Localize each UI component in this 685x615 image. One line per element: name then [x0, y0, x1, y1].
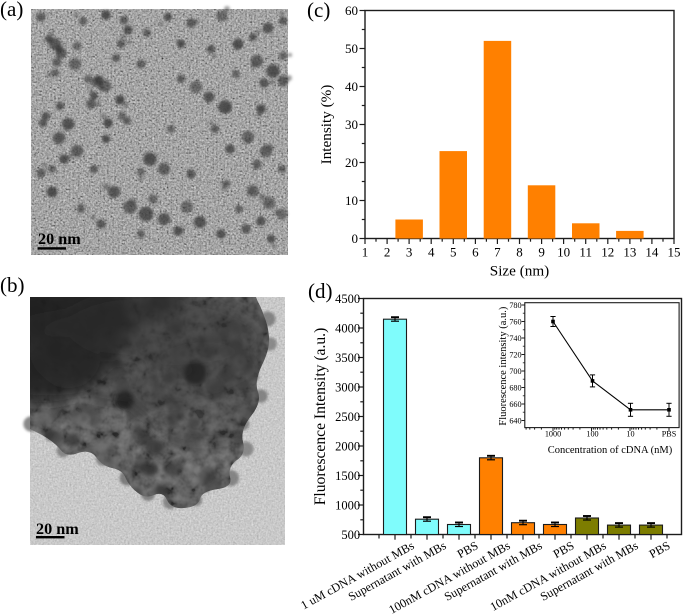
svg-text:40: 40: [345, 79, 358, 94]
svg-text:10: 10: [345, 193, 358, 208]
svg-text:20: 20: [345, 155, 358, 170]
svg-text:660: 660: [509, 400, 521, 409]
svg-text:11: 11: [579, 245, 592, 260]
svg-text:10: 10: [557, 245, 570, 260]
svg-text:PBS: PBS: [662, 429, 677, 438]
svg-text:1000: 1000: [545, 429, 561, 438]
svg-text:4: 4: [428, 245, 435, 260]
svg-text:720: 720: [509, 350, 521, 359]
svg-text:3000: 3000: [335, 380, 360, 394]
svg-text:700: 700: [509, 367, 521, 376]
svg-text:1500: 1500: [335, 469, 360, 483]
svg-text:8: 8: [516, 245, 523, 260]
svg-text:15: 15: [668, 245, 681, 260]
svg-text:4000: 4000: [335, 321, 360, 335]
svg-text:100: 100: [586, 429, 598, 438]
svg-text:640: 640: [509, 416, 521, 425]
svg-text:Fluorescence intensity (a.u.): Fluorescence intensity (a.u.): [498, 306, 509, 425]
svg-text:4500: 4500: [335, 292, 360, 306]
svg-text:6: 6: [472, 245, 479, 260]
svg-text:740: 740: [509, 334, 521, 343]
svg-text:500: 500: [341, 528, 360, 542]
svg-text:Intensity (%): Intensity (%): [318, 85, 335, 165]
svg-text:1000: 1000: [335, 498, 360, 512]
svg-text:5: 5: [450, 245, 457, 260]
svg-text:7: 7: [494, 245, 501, 260]
svg-text:760: 760: [509, 317, 521, 326]
svg-text:Concentration of cDNA (nM): Concentration of cDNA (nM): [548, 445, 673, 456]
svg-text:2000: 2000: [335, 439, 360, 453]
svg-text:3500: 3500: [335, 351, 360, 365]
svg-text:30: 30: [345, 117, 358, 132]
svg-text:780: 780: [509, 301, 521, 310]
svg-text:2500: 2500: [335, 410, 360, 424]
svg-text:20 nm: 20 nm: [38, 230, 81, 248]
svg-text:Fluorescence Intensity (a.u.): Fluorescence Intensity (a.u.): [312, 328, 329, 506]
svg-text:0: 0: [352, 231, 359, 246]
svg-text:20 nm: 20 nm: [36, 520, 79, 538]
svg-text:Size (nm): Size (nm): [490, 263, 549, 280]
svg-text:50: 50: [345, 41, 358, 56]
svg-text:680: 680: [509, 383, 521, 392]
svg-text:14: 14: [645, 245, 659, 260]
svg-text:PBS: PBS: [647, 538, 673, 561]
svg-text:12: 12: [601, 245, 614, 260]
svg-text:2: 2: [384, 245, 391, 260]
svg-text:10: 10: [626, 429, 634, 438]
svg-text:1: 1: [362, 245, 369, 260]
svg-text:13: 13: [623, 245, 636, 260]
svg-text:3: 3: [406, 245, 413, 260]
svg-text:9: 9: [538, 245, 545, 260]
svg-text:60: 60: [345, 3, 358, 18]
